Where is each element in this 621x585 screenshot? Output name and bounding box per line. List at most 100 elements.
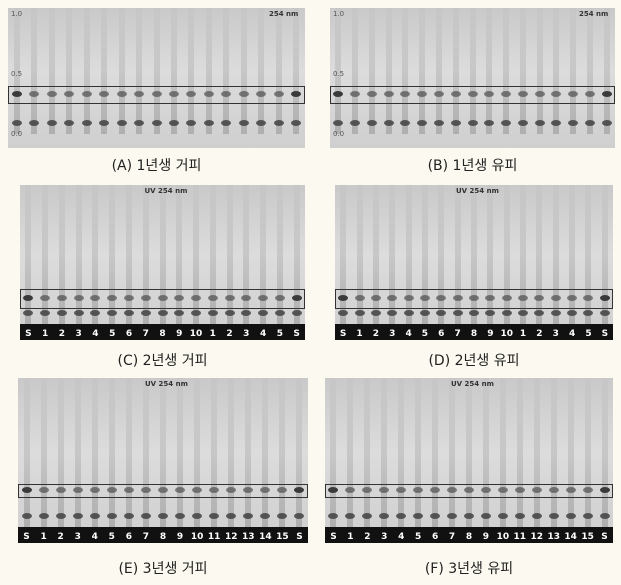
band-spot: [485, 295, 496, 301]
lane-streak: [228, 378, 235, 527]
lane-label: 4: [568, 329, 576, 339]
band-spot: [464, 513, 474, 519]
band-spot: [256, 91, 267, 97]
lane-streak: [603, 8, 610, 134]
lane-label: 12: [224, 532, 238, 542]
band-spot: [531, 513, 542, 519]
band-spot: [469, 310, 479, 316]
lane-streak: [108, 378, 115, 527]
band-box: [335, 289, 613, 309]
uv-label: UV 254 nm: [451, 380, 494, 388]
band-spot: [480, 513, 491, 519]
band-spot: [106, 487, 117, 493]
lane-label: 11: [513, 532, 527, 542]
band-spot: [243, 487, 254, 493]
band-spot: [350, 91, 361, 97]
band-spot: [433, 91, 444, 97]
lane-streak: [584, 378, 591, 527]
lane-streak: [340, 185, 347, 324]
lane-streak: [279, 378, 286, 527]
lane-streak: [487, 185, 494, 324]
lane-label: 1: [519, 329, 527, 339]
band-spot: [567, 295, 578, 301]
band-spot: [107, 310, 118, 316]
band-spot: [419, 295, 430, 301]
caption: (E) 3년생 거피: [118, 561, 208, 577]
band-spot: [403, 295, 414, 301]
tlc-plate: UV 254 nm S 1 2 3 4 5 6 7 8 9 10 1 2 3 4 5 S: [335, 185, 613, 340]
band-spot: [396, 487, 407, 493]
lane-streak: [421, 185, 428, 324]
band-spot: [209, 513, 220, 519]
lane-streak: [293, 185, 300, 324]
band-spot: [151, 120, 162, 126]
band-spot: [450, 120, 461, 126]
lane-streak: [466, 378, 472, 527]
band-spot: [518, 295, 529, 301]
rf-label: 1.0: [11, 10, 23, 18]
lane-label: 14: [564, 532, 577, 542]
band-spot: [203, 120, 214, 126]
band-spot: [345, 487, 356, 493]
band-spot: [568, 91, 579, 97]
lane-streak: [25, 185, 32, 324]
lane-streak: [469, 8, 476, 134]
lane-label: 6: [431, 532, 439, 542]
lane-label: S: [296, 532, 303, 542]
lane-streak: [569, 185, 576, 324]
band-spot: [501, 120, 512, 126]
band-spot: [107, 295, 118, 301]
lane-streak: [389, 185, 396, 324]
lane-streak: [356, 185, 363, 324]
lane-streak: [503, 8, 510, 134]
band-spot: [436, 295, 447, 301]
lane-label: 3: [74, 532, 81, 542]
lane-streak: [58, 185, 65, 324]
band-spot: [29, 91, 40, 97]
band-spot: [56, 295, 67, 301]
lane-label: 1: [42, 329, 49, 339]
lane-label: 3: [389, 329, 396, 339]
lane-label: 1: [356, 329, 363, 339]
band-spot: [467, 120, 478, 126]
band-spot: [599, 310, 610, 316]
lane-streak: [520, 185, 527, 324]
band-spot: [140, 513, 151, 519]
band-spot: [40, 295, 51, 301]
lane-label: 1: [347, 532, 354, 542]
band-box: [330, 86, 615, 104]
uv-label: 254 nm: [269, 10, 299, 18]
band-spot: [452, 295, 463, 301]
band-spot: [333, 91, 344, 97]
band-spot: [243, 513, 254, 519]
band-spot: [548, 513, 559, 519]
band-spot: [582, 513, 593, 519]
lane-label: 5: [585, 329, 592, 339]
band-spot: [209, 487, 220, 493]
lane-label: 12: [530, 532, 544, 542]
uv-label: UV 254 nm: [144, 187, 188, 195]
band-spot: [370, 295, 381, 301]
band-spot: [21, 513, 32, 519]
band-spot: [291, 295, 302, 301]
band-spot: [11, 120, 22, 126]
lane-streak: [243, 185, 250, 324]
lane-streak: [405, 185, 412, 324]
lane-streak: [153, 8, 160, 134]
lane-streak: [536, 185, 543, 324]
band-spot: [106, 513, 117, 519]
lane-label: 6: [438, 329, 445, 339]
lane-streak: [136, 8, 143, 134]
lane-streak: [570, 8, 577, 134]
band-spot: [191, 295, 202, 301]
band-spot: [400, 120, 411, 126]
lane-streak: [368, 8, 375, 134]
band-spot: [221, 91, 232, 97]
band-spot: [40, 310, 51, 316]
lane-label: 6: [125, 329, 133, 339]
band-spot: [224, 310, 235, 316]
band-spot: [497, 487, 508, 493]
lane-streak: [432, 378, 439, 527]
lane-streak: [567, 378, 574, 527]
band-spot: [258, 295, 269, 301]
